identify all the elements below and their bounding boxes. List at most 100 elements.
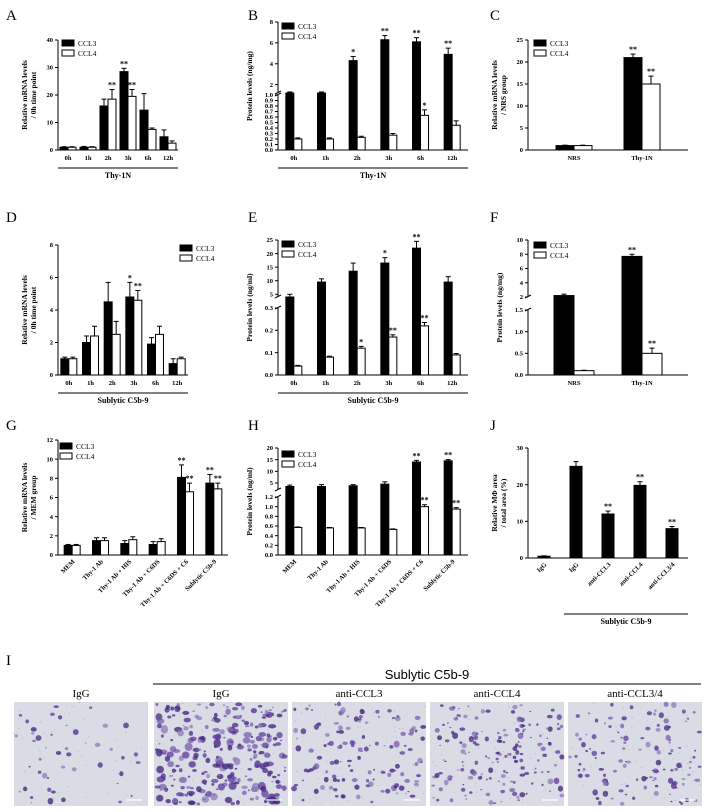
membrane-pore: [525, 780, 527, 782]
x-tick-label: Thy-1 Ab + C6DS + C6: [139, 558, 190, 609]
stained-cell: [176, 792, 184, 797]
membrane-pore: [468, 719, 471, 721]
stained-cell: [45, 747, 47, 749]
stained-cell: [485, 709, 491, 713]
x-tick-label: NRS: [567, 155, 580, 162]
stained-cell: [592, 789, 598, 796]
y-tick-label: 0: [520, 555, 523, 562]
y-tick-label: 0.6: [265, 523, 274, 530]
stained-cell: [367, 781, 374, 787]
membrane-pore: [285, 707, 287, 709]
membrane-pore: [39, 721, 42, 723]
membrane-pore: [424, 705, 426, 708]
membrane-pore: [517, 800, 520, 802]
stained-cell: [658, 712, 664, 719]
stained-cell: [498, 736, 502, 740]
stained-cell: [471, 770, 478, 776]
bar-ccl4: [127, 95, 137, 151]
bar-ccl3: [148, 543, 158, 556]
stained-cell: [94, 742, 101, 747]
membrane-pore: [57, 792, 59, 794]
membrane-pore: [268, 743, 270, 745]
membrane-pore: [434, 765, 437, 767]
stained-cell: [182, 710, 190, 715]
y-tick-label: 6: [520, 266, 524, 273]
stained-cell: [460, 767, 465, 772]
y-tick-label: 6: [270, 40, 274, 47]
stained-cell: [249, 722, 254, 727]
stained-cell: [651, 769, 654, 772]
membrane-pore: [117, 773, 119, 775]
stained-cell: [632, 796, 636, 800]
stained-cell: [467, 775, 474, 780]
y-tick-label: 8: [50, 476, 54, 483]
stained-cell: [622, 763, 627, 768]
bar-ccl4: [111, 333, 121, 376]
stained-cell: [324, 733, 330, 737]
significance-label: **: [444, 39, 452, 48]
bar-ccl3: [139, 109, 149, 151]
stained-cell: [202, 753, 207, 758]
membrane-pore: [283, 765, 285, 767]
y-tick-label: 15: [267, 264, 274, 271]
stained-cell: [542, 753, 547, 758]
bar-ccl3: [159, 136, 169, 151]
y-tick-label: 0.2: [265, 328, 273, 335]
stained-cell: [655, 759, 662, 766]
stained-cell: [408, 732, 414, 736]
stained-cell: [258, 732, 267, 737]
membrane-pore: [402, 728, 404, 730]
membrane-pore: [130, 760, 132, 762]
stained-cell: [347, 759, 352, 763]
stained-cell: [349, 769, 354, 772]
x-tick-label: IgG: [536, 561, 549, 574]
membrane-pore: [655, 786, 657, 788]
group-label: Sublytic C5b-9: [601, 617, 652, 626]
stained-cell: [537, 743, 541, 747]
membrane-pore: [686, 745, 688, 747]
stained-cell: [577, 768, 581, 772]
membrane-pore: [521, 801, 524, 803]
bar-ccl4: [451, 508, 461, 556]
micrograph-label: anti-CCL3: [335, 688, 383, 700]
membrane-pore: [678, 752, 680, 754]
y-tick-label: 0.1: [265, 142, 273, 149]
stained-cell: [263, 761, 270, 768]
legend-label: CCL3: [76, 442, 95, 451]
membrane-pore: [72, 705, 74, 708]
membrane-pore: [621, 783, 623, 786]
y-axis-label: Relative mRNA levels: [20, 463, 29, 533]
membrane-pore: [386, 740, 388, 742]
stained-cell: [275, 779, 280, 784]
y-tick-label: 25: [267, 237, 274, 244]
stained-cell: [364, 721, 369, 724]
stained-cell: [602, 790, 609, 797]
membrane-pore: [532, 769, 534, 771]
stained-cell: [439, 744, 442, 746]
bar-ccl4: [356, 347, 366, 376]
bar-ccl3: [99, 105, 109, 151]
stained-cell: [130, 794, 133, 798]
stained-cell: [485, 792, 491, 797]
stained-cell: [537, 759, 540, 762]
x-tick-label: 12h: [447, 155, 458, 162]
membrane-pore: [71, 728, 73, 730]
membrane-pore: [315, 796, 317, 798]
stained-cell: [509, 788, 516, 793]
bar-ccl3: [103, 301, 113, 376]
stained-cell: [524, 772, 530, 775]
stained-cell: [622, 747, 626, 750]
membrane-pore: [682, 769, 684, 771]
legend-swatch: [533, 39, 547, 47]
y-axis-label: / NRS group: [499, 75, 508, 116]
legend-swatch: [281, 250, 295, 258]
stained-cell: [235, 800, 240, 805]
stained-cell: [224, 796, 233, 804]
membrane-pore: [502, 784, 505, 786]
stained-cell: [387, 772, 392, 777]
stained-cell: [555, 750, 561, 754]
stained-cell: [491, 761, 494, 764]
membrane-pore: [689, 756, 691, 758]
significance-label: **: [128, 81, 136, 90]
membrane-pore: [68, 712, 70, 714]
